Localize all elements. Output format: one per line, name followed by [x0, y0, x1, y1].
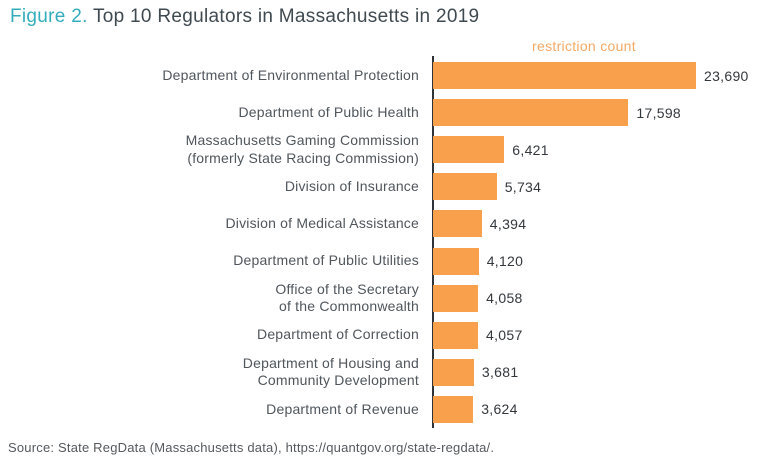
bar-chart: Department of Environmental Protection 23…	[0, 57, 768, 428]
category-label: Department of Public Utilities	[0, 252, 433, 270]
value-label: 23,690	[704, 67, 749, 84]
chart-row: Department of Environmental Protection 23…	[0, 57, 768, 94]
category-label-line: Division of Medical Assistance	[225, 215, 419, 232]
category-label-line: Office of the Secretary	[275, 280, 419, 297]
category-label: Department of Public Health	[0, 104, 433, 122]
category-label: Division of Insurance	[0, 178, 433, 196]
bar	[433, 395, 474, 423]
chart-row: Office of the Secretary of the Commonweal…	[0, 280, 768, 317]
bar	[433, 284, 479, 312]
category-label: Division of Medical Assistance	[0, 215, 433, 233]
value-label: 4,394	[489, 215, 527, 232]
figure-number: Figure 2.	[10, 6, 88, 27]
category-label-line: (formerly State Racing Commission)	[187, 149, 419, 166]
chart-row: Massachusetts Gaming Commission (formerly…	[0, 131, 768, 168]
category-label-line: Department of Public Health	[238, 103, 419, 120]
category-label-line: of the Commonwealth	[279, 298, 419, 315]
chart-row: Department of Housing and Community Devel…	[0, 354, 768, 391]
category-label-line: Community Development	[257, 372, 419, 389]
chart-row: Department of Public Health 17,598	[0, 94, 768, 131]
figure-title-text: Top 10 Regulators in Massachusetts in 20…	[92, 6, 480, 27]
value-label: 3,624	[481, 401, 518, 418]
category-label: Massachusetts Gaming Commission (formerly…	[0, 132, 433, 167]
bar	[433, 62, 696, 90]
category-label: Office of the Secretary of the Commonweal…	[0, 281, 433, 316]
y-axis-line	[432, 56, 434, 428]
bar	[433, 247, 479, 275]
category-label-line: Department of Environmental Protection	[162, 66, 419, 83]
category-label: Department of Revenue	[0, 401, 433, 419]
bar	[433, 321, 478, 349]
category-label-line: Department of Correction	[257, 326, 419, 343]
category-label-line: Department of Revenue	[266, 400, 419, 417]
category-label: Department of Correction	[0, 326, 433, 344]
category-label-line: Massachusetts Gaming Commission	[185, 132, 419, 149]
value-label: 6,421	[512, 141, 549, 158]
value-label: 4,057	[486, 327, 523, 344]
chart-row: Department of Revenue 3,624	[0, 391, 768, 428]
chart-row: Division of Medical Assistance 4,394	[0, 205, 768, 242]
category-label: Department of Housing and Community Devel…	[0, 355, 433, 390]
value-label: 5,734	[504, 178, 542, 195]
bar	[433, 358, 474, 386]
bar	[433, 210, 482, 238]
chart-row: Division of Insurance 5,734	[0, 168, 768, 205]
bar	[433, 136, 505, 164]
bar	[433, 99, 629, 127]
category-label-line: Division of Insurance	[284, 178, 419, 195]
value-label: 17,598	[636, 104, 682, 121]
category-label: Department of Environmental Protection	[0, 67, 433, 85]
bar	[433, 173, 497, 201]
category-label-line: Department of Housing and	[242, 354, 419, 371]
source-note: Source: State RegData (Massachusetts dat…	[8, 440, 495, 455]
value-label: 3,681	[481, 364, 519, 381]
value-label: 4,058	[486, 290, 523, 307]
axis-title: restriction count	[532, 38, 636, 54]
category-label-line: Department of Public Utilities	[233, 252, 419, 269]
chart-row: Department of Public Utilities 4,120	[0, 242, 768, 279]
value-label: 4,120	[486, 253, 524, 270]
chart-row: Department of Correction 4,057	[0, 317, 768, 354]
figure-title: Figure 2. Top 10 Regulators in Massachus…	[10, 6, 479, 28]
